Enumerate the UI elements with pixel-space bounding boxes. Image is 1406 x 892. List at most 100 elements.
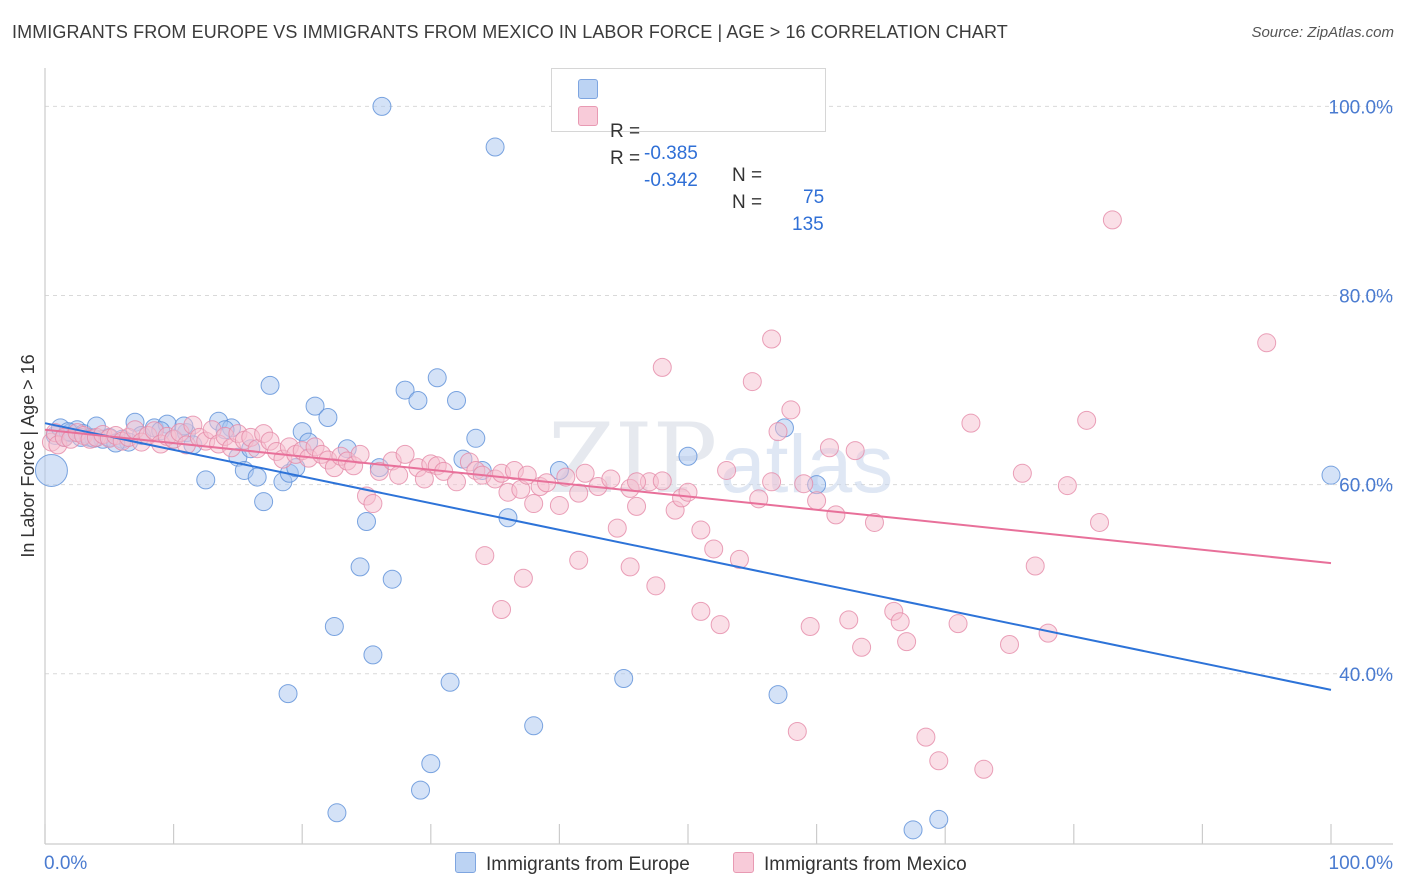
europe-point — [447, 390, 467, 410]
europe-point — [427, 368, 447, 388]
mexico-point — [704, 539, 724, 559]
y-tick-label: 40.0% — [1339, 665, 1393, 686]
mexico-points — [41, 210, 1277, 779]
mexico-point — [627, 496, 647, 516]
europe-point — [768, 685, 788, 705]
europe-point — [466, 428, 486, 448]
mexico-point — [1000, 634, 1019, 654]
mexico-point — [839, 610, 859, 630]
mexico-point — [513, 568, 533, 588]
mexico-trend-line — [44, 428, 1332, 565]
bottom-legend-label-europe: Immigrants from Europe — [486, 854, 690, 875]
mexico-point — [762, 472, 782, 492]
mexico-point — [845, 441, 865, 461]
mexico-point — [1057, 476, 1077, 496]
bottom-legend-label-mexico: Immigrants from Mexico — [764, 854, 967, 875]
mexico-point — [710, 615, 730, 635]
mexico-point — [1257, 333, 1277, 353]
y-tick-label: 60.0% — [1339, 476, 1393, 497]
mexico-point — [1102, 210, 1122, 230]
europe-point — [350, 557, 370, 577]
legend-swatch-mexico — [578, 106, 598, 126]
chart-title: IMMIGRANTS FROM EUROPE VS IMMIGRANTS FRO… — [12, 22, 1008, 42]
europe-point — [260, 375, 280, 395]
europe-point — [395, 380, 415, 400]
mexico-point — [575, 463, 595, 483]
gridlines — [45, 105, 1393, 675]
mexico-point — [556, 467, 576, 487]
x-tick-label: 100.0% — [1329, 853, 1394, 874]
europe-point — [903, 820, 923, 840]
europe-point — [524, 716, 544, 736]
watermark: ZIP atlas — [548, 403, 893, 515]
mexico-point — [864, 512, 884, 532]
mexico-point — [717, 460, 737, 480]
europe-point — [196, 470, 216, 490]
europe-point — [305, 396, 325, 416]
mexico-point — [601, 469, 621, 489]
bottom-legend-swatch-mexico — [733, 852, 754, 873]
legend-mexico-n-value: 135 — [792, 214, 824, 235]
mexico-point — [807, 491, 827, 511]
bottom-legend-swatch-europe — [455, 852, 476, 873]
watermark-atlas: atlas — [720, 419, 893, 510]
mexico-point — [652, 357, 672, 377]
mexico-point — [961, 413, 981, 433]
legend-europe-r-value: -0.385 — [644, 143, 698, 164]
mexico-point — [897, 632, 917, 652]
mexico-point — [350, 444, 370, 464]
europe-point — [929, 809, 949, 829]
mexico-point — [974, 759, 994, 779]
europe-point — [34, 453, 68, 487]
mexico-point — [652, 471, 672, 491]
europe-point — [247, 467, 267, 487]
europe-point — [408, 390, 428, 410]
europe-point — [357, 512, 376, 532]
mexico-point — [569, 483, 589, 503]
correlation-legend: R = -0.385 N = 75 R = -0.342 N = 135 — [551, 68, 826, 235]
europe-point — [1321, 465, 1341, 485]
europe-point — [678, 446, 698, 466]
mexico-point — [794, 474, 814, 494]
mexico-point — [549, 495, 569, 515]
europe-trend-line — [44, 422, 1332, 691]
mexico-point — [742, 372, 762, 392]
mexico-point — [890, 612, 910, 632]
y-tick-label: 80.0% — [1339, 287, 1393, 308]
mexico-point — [916, 727, 936, 747]
legend-mexico-r-label: R = — [610, 148, 641, 169]
legend-row-mexico: R = -0.342 N = 135 — [578, 104, 824, 258]
europe-point — [440, 672, 460, 692]
mexico-point — [852, 637, 872, 657]
mexico-point — [787, 721, 807, 741]
mexico-point — [762, 329, 782, 349]
europe-point — [485, 137, 505, 157]
legend-row-europe: R = -0.385 N = 75 — [578, 77, 824, 231]
y-axis-label: In Labor Force | Age > 16 — [18, 354, 38, 557]
y-tick-label: 100.0% — [1329, 97, 1394, 118]
mexico-point — [646, 576, 666, 596]
source-label: Source: ZipAtlas.com — [1251, 24, 1394, 41]
bottom-legend-europe: Immigrants from Europe — [455, 852, 690, 876]
mexico-point — [627, 472, 647, 492]
mexico-point — [800, 616, 820, 636]
bottom-legend-mexico: Immigrants from Mexico — [733, 852, 967, 876]
mexico-point — [1012, 463, 1032, 483]
mexico-point — [768, 422, 788, 442]
legend-europe-n-value: 75 — [803, 187, 825, 208]
mexico-point — [395, 444, 415, 464]
europe-point — [254, 492, 274, 512]
mexico-point — [524, 494, 544, 514]
mexico-point — [948, 614, 968, 634]
europe-point — [411, 780, 431, 800]
mexico-point — [691, 520, 711, 540]
europe-point — [382, 569, 402, 589]
europe-point — [372, 96, 392, 116]
mexico-point — [492, 599, 512, 619]
europe-point — [318, 407, 338, 427]
mexico-point — [826, 505, 846, 525]
europe-point — [327, 803, 347, 823]
mexico-point — [607, 518, 627, 538]
mexico-point — [389, 465, 409, 485]
